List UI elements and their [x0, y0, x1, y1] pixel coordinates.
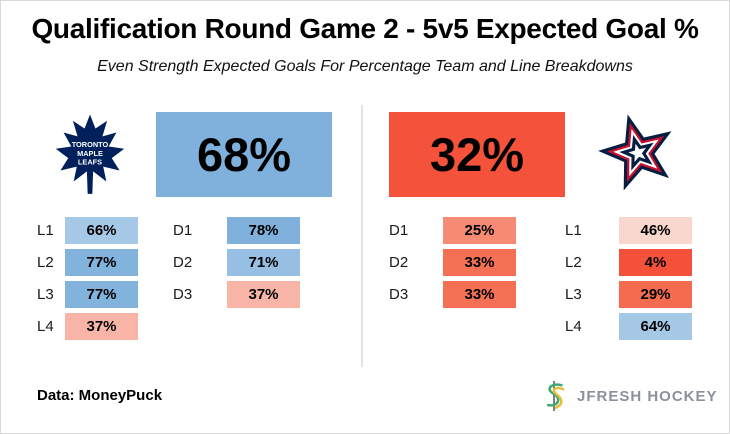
- maple-leafs-logo: TORONTO MAPLE LEAFS: [51, 113, 129, 202]
- leafs-forwards-table: L1 66% L2 77% L3 77% L4 37%: [37, 217, 138, 340]
- table-row: D3 33%: [389, 281, 516, 308]
- value-cell: 66%: [65, 217, 138, 244]
- row-label: L1: [37, 222, 54, 239]
- value-cell: 25%: [443, 217, 516, 244]
- table-row: L3 29%: [565, 281, 692, 308]
- subtitle: Even Strength Expected Goals For Percent…: [97, 58, 633, 75]
- page-title: Qualification Round Game 2 - 5v5 Expecte…: [31, 13, 699, 44]
- value-cell: 37%: [65, 313, 138, 340]
- leafs-total-value: 68%: [196, 128, 292, 181]
- value-cell: 33%: [443, 281, 516, 308]
- leafs-defense-table: D1 78% D2 71% D3 37%: [173, 217, 300, 308]
- value-cell: 64%: [619, 313, 692, 340]
- value-cell: 78%: [227, 217, 300, 244]
- leafs-total-box: 68%: [156, 112, 332, 197]
- table-row: D2 33%: [389, 249, 516, 276]
- logo-text-line3: LEAFS: [78, 157, 102, 166]
- blue-jackets-logo: [593, 113, 683, 198]
- row-label: L1: [565, 222, 582, 239]
- table-row: L1 66%: [37, 217, 138, 244]
- row-label: L2: [565, 254, 582, 271]
- value-cell: 29%: [619, 281, 692, 308]
- row-label: D1: [389, 222, 409, 239]
- jfresh-logo-icon: [546, 381, 565, 411]
- row-label: D2: [173, 254, 193, 271]
- value-cell: 77%: [65, 249, 138, 276]
- table-row: L2 77%: [37, 249, 138, 276]
- value-cell: 4%: [619, 249, 692, 276]
- table-row: L2 4%: [565, 249, 692, 276]
- value-cell: 77%: [65, 281, 138, 308]
- row-label: D2: [389, 254, 409, 271]
- table-row: D2 71%: [173, 249, 300, 276]
- table-row: D1 25%: [389, 217, 516, 244]
- brand-name-label: JFRESH HOCKEY: [577, 387, 718, 405]
- table-row: L1 46%: [565, 217, 692, 244]
- row-label: L3: [565, 286, 582, 303]
- table-row: D1 78%: [173, 217, 300, 244]
- center-divider: [361, 105, 363, 367]
- blue-jackets-total-box: 32%: [389, 112, 565, 197]
- blue-jackets-forwards-table: L1 46% L2 4% L3 29% L4 64%: [565, 217, 692, 340]
- maple-leaf-icon: TORONTO MAPLE LEAFS: [55, 114, 125, 194]
- row-label: L4: [37, 318, 54, 335]
- value-cell: 37%: [227, 281, 300, 308]
- row-label: D3: [173, 286, 193, 303]
- blue-jackets-defense-table: D1 25% D2 33% D3 33%: [389, 217, 516, 308]
- value-cell: 33%: [443, 249, 516, 276]
- value-cell: 71%: [227, 249, 300, 276]
- table-row: L4 64%: [565, 313, 692, 340]
- blue-jackets-total-value: 32%: [429, 128, 525, 181]
- row-label: L4: [565, 318, 582, 335]
- row-label: L3: [37, 286, 54, 303]
- table-row: L4 37%: [37, 313, 138, 340]
- star-icon: [598, 114, 672, 191]
- row-label: D1: [173, 222, 193, 239]
- data-source-label: Data: MoneyPuck: [37, 387, 163, 404]
- logo-text-line2: MAPLE: [77, 149, 103, 158]
- table-row: L3 77%: [37, 281, 138, 308]
- row-label: L2: [37, 254, 54, 271]
- jfresh-hockey-brand: JFRESH HOCKEY: [539, 379, 718, 413]
- logo-text-line1: TORONTO: [72, 140, 109, 149]
- row-label: D3: [389, 286, 409, 303]
- value-cell: 46%: [619, 217, 692, 244]
- table-row: D3 37%: [173, 281, 300, 308]
